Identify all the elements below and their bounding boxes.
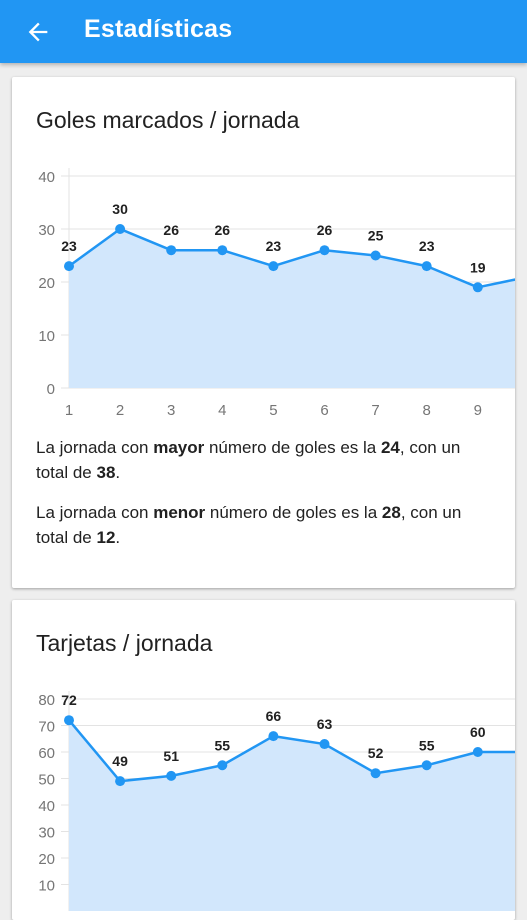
back-button[interactable]: [14, 8, 62, 56]
goals-card: Goles marcados / jornada 0 10 20 30 40 1 2 3 4 5 6…: [12, 77, 515, 588]
data-label: 19: [470, 259, 486, 275]
data-point: [268, 731, 279, 742]
data-point: [115, 776, 126, 787]
data-label: 63: [317, 716, 333, 732]
data-label: 30: [112, 201, 128, 217]
summary-text: .: [115, 528, 121, 547]
data-label: 23: [61, 238, 77, 254]
data-point: [166, 245, 177, 256]
app-bar: Estadísticas: [0, 0, 527, 63]
goals-card-title: Goles marcados / jornada: [36, 107, 300, 133]
y-tick-label: 30: [38, 222, 55, 239]
y-tick-label: 0: [47, 381, 55, 398]
data-point: [115, 224, 126, 234]
data-point: [472, 747, 483, 757]
data-label: 51: [163, 748, 179, 764]
summary-text: , con un total de: [36, 438, 461, 482]
y-tick-label: 40: [38, 798, 55, 815]
x-tick-label: 1: [65, 402, 73, 417]
goals-max-summary: La jornada con mayor número de goles es …: [36, 435, 496, 485]
summary-round: 28: [381, 503, 401, 522]
summary-text: La jornada con: [36, 503, 154, 522]
summary-text: número de goles es la: [205, 503, 382, 522]
x-tick-label: 6: [320, 402, 328, 417]
data-point: [64, 715, 74, 726]
data-label: 23: [419, 238, 435, 254]
y-tick-label: 10: [38, 878, 55, 895]
y-tick-label: 80: [38, 692, 55, 709]
summary-round: 24: [380, 438, 400, 457]
y-tick-label: 20: [38, 275, 55, 292]
data-point: [472, 282, 483, 293]
data-point: [166, 770, 177, 781]
summary-text: .: [115, 463, 121, 482]
summary-emphasis: menor: [153, 503, 206, 522]
summary-total: 38: [96, 463, 116, 482]
summary-emphasis: mayor: [153, 438, 205, 457]
data-point: [421, 261, 432, 272]
data-label: 52: [368, 745, 384, 761]
data-label: 25: [368, 228, 384, 244]
cards-card-title: Tarjetas / jornada: [36, 630, 213, 656]
data-label: 26: [163, 222, 179, 238]
cards-card: Tarjetas / jornada 10 20 30 40 50 60 70 80 72 49 5…: [12, 600, 515, 920]
x-tick-label: 2: [116, 402, 124, 417]
y-tick-label: 10: [38, 328, 55, 345]
area-fill: [69, 720, 515, 911]
data-label: 55: [215, 737, 231, 753]
goals-min-summary: La jornada con menor número de goles es …: [36, 500, 496, 550]
data-point: [370, 250, 381, 261]
data-label: 66: [266, 708, 282, 724]
y-tick-label: 40: [38, 169, 55, 186]
data-point: [268, 261, 279, 272]
data-label: 55: [419, 737, 435, 753]
y-tick-label: 30: [38, 825, 55, 842]
area-fill: [69, 229, 515, 388]
x-tick-label: 7: [371, 402, 379, 417]
data-label: 72: [61, 692, 77, 708]
summary-text: , con un total de: [36, 503, 462, 547]
data-label: 26: [317, 222, 333, 238]
summary-total: 12: [96, 528, 116, 547]
summary-text: número de goles es la: [204, 438, 381, 457]
x-tick-label: 3: [167, 402, 175, 417]
x-tick-label: 8: [423, 402, 431, 417]
cards-chart: 10 20 30 40 50 60 70 80 72 49 51 55 66 63 52 55 60: [38, 691, 515, 911]
x-tick-label: 5: [269, 402, 277, 417]
y-tick-label: 60: [38, 745, 55, 762]
summary-text: La jornada con: [36, 438, 154, 457]
series-line: [68, 227, 515, 289]
data-point: [217, 245, 228, 256]
data-point: [370, 768, 381, 779]
data-point: [421, 760, 432, 771]
y-tick-label: 50: [38, 772, 55, 789]
series-line: [68, 719, 515, 783]
data-point: [319, 739, 330, 750]
data-point: [319, 245, 330, 256]
data-label: 23: [266, 238, 282, 254]
y-tick-label: 20: [38, 851, 55, 868]
data-point: [64, 261, 74, 272]
x-tick-label: 9: [474, 402, 482, 417]
page-title: Estadísticas: [84, 15, 233, 43]
arrow-left-icon: [28, 22, 48, 42]
data-label: 49: [112, 753, 128, 769]
data-label: 26: [215, 222, 231, 238]
data-label: 60: [470, 724, 486, 740]
data-point: [217, 760, 228, 771]
x-tick-label: 4: [218, 402, 226, 417]
y-tick-label: 70: [38, 719, 55, 736]
